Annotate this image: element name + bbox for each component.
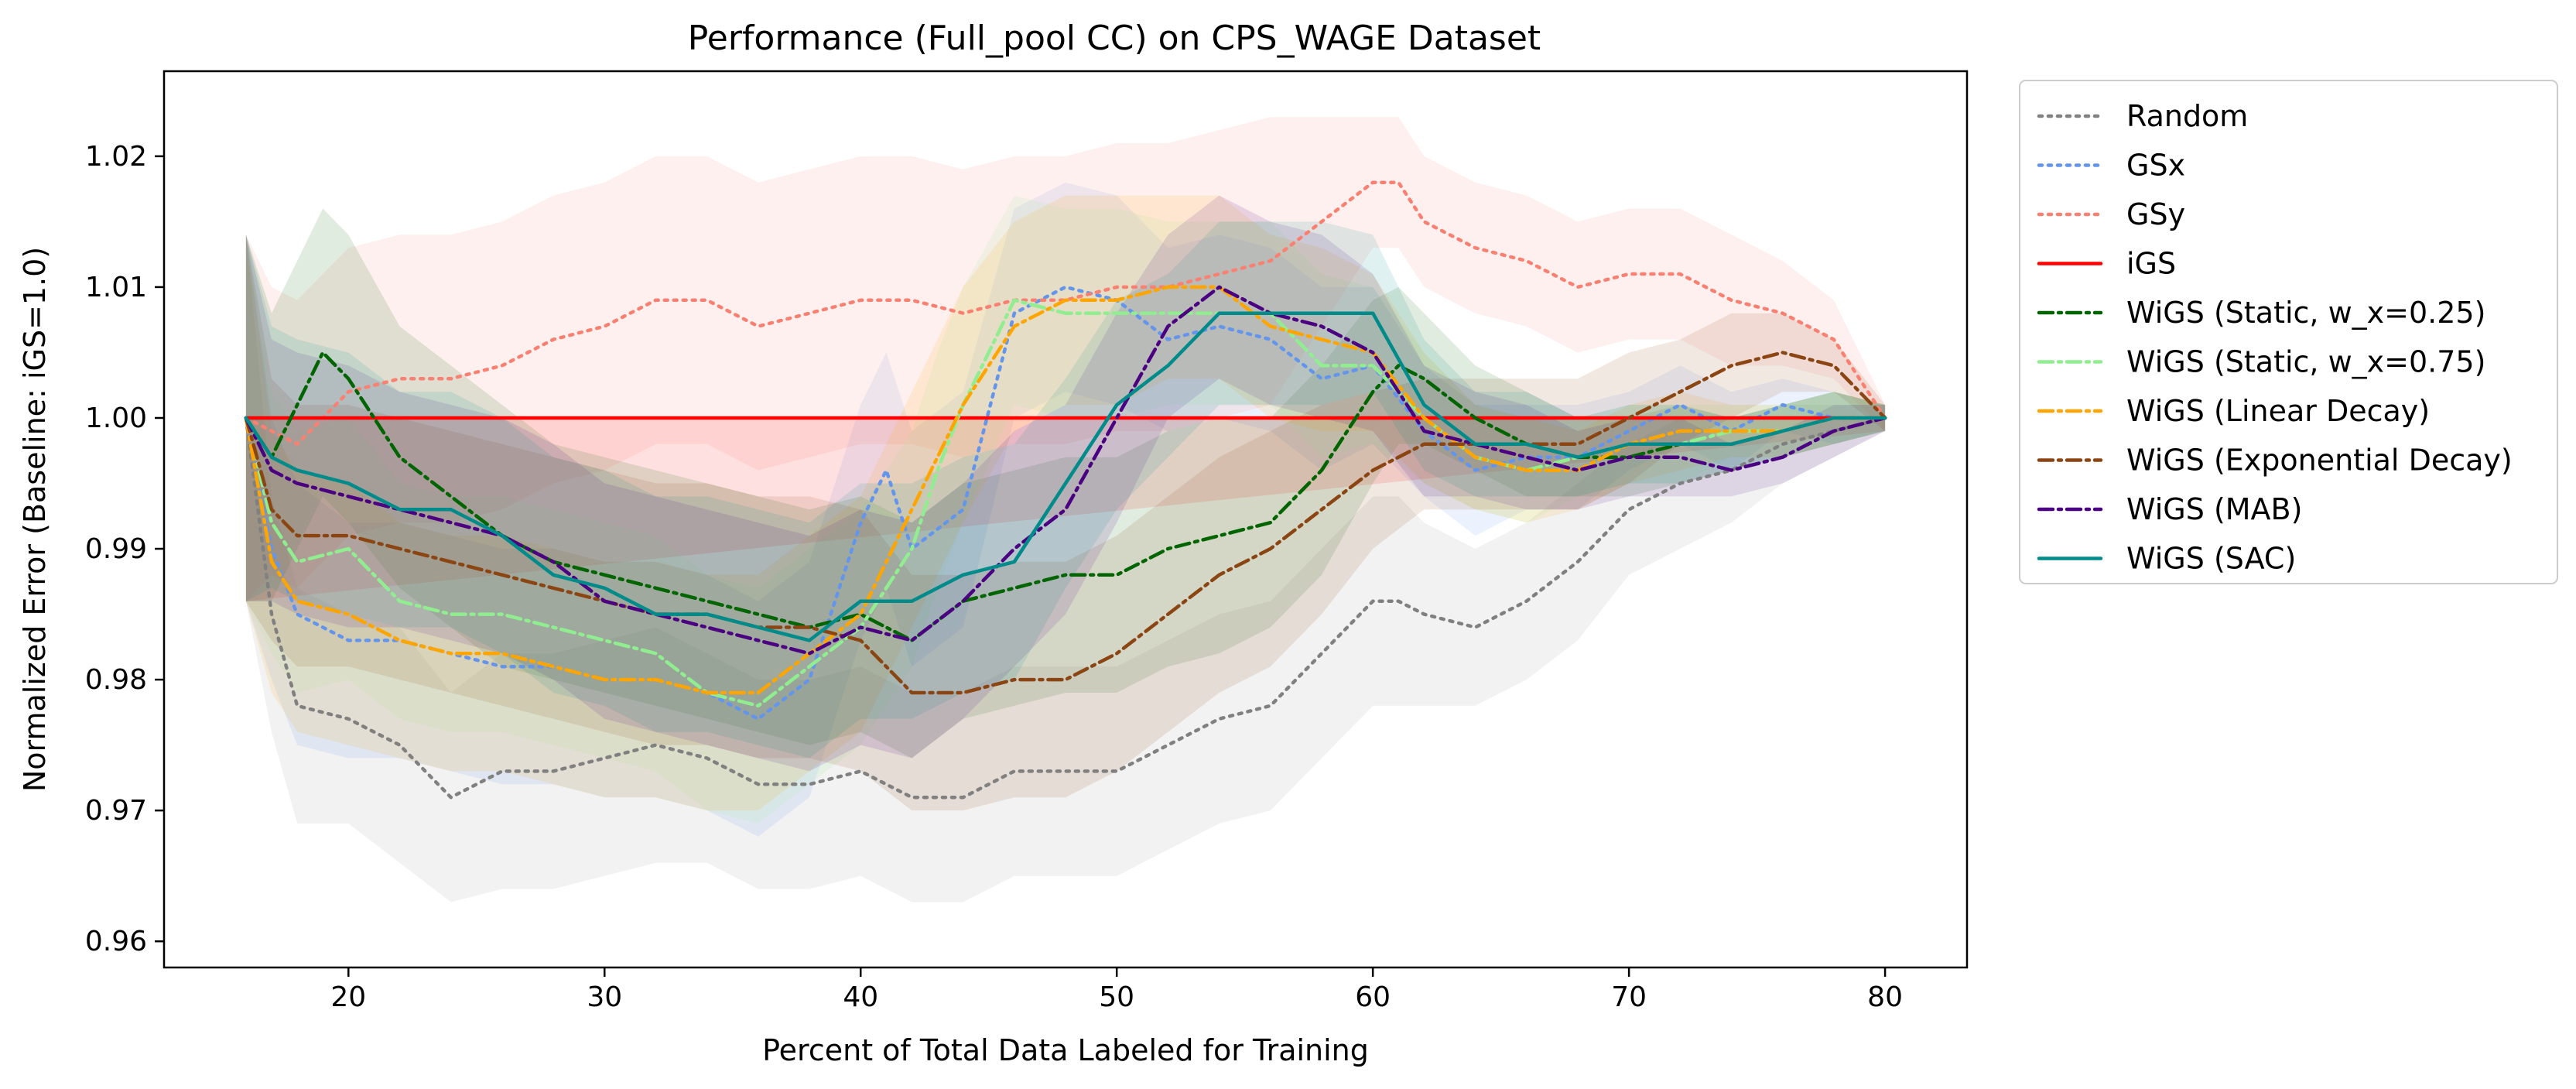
y-tick-label: 1.01 [85, 272, 147, 303]
x-axis: 20 30 40 50 60 70 80 [330, 967, 1903, 1013]
legend-label: WiGS (Static, w_x=0.25) [2126, 296, 2485, 330]
legend-label: WiGS (Linear Decay) [2126, 394, 2430, 428]
x-tick-label: 80 [1867, 981, 1903, 1013]
series-band [245, 182, 1886, 837]
legend-label: WiGS (Exponential Decay) [2126, 443, 2513, 478]
series-lines [244, 180, 1887, 800]
x-axis-label: Percent of Total Data Labeled for Traini… [762, 1033, 1369, 1067]
series-line [244, 416, 1887, 800]
y-tick-label: 1.00 [85, 402, 147, 434]
x-tick-label: 20 [330, 981, 366, 1013]
legend-label: WiGS (MAB) [2126, 492, 2302, 526]
legend: Random GSx GSy iGS WiGS (Static, w_x=0.25) Wi… [2019, 80, 2558, 584]
y-tick-label: 1.02 [85, 141, 147, 173]
x-tick-label: 30 [587, 981, 622, 1013]
x-tick-label: 60 [1355, 981, 1391, 1013]
legend-label: WiGS (SAC) [2126, 542, 2296, 576]
series-band [245, 235, 1886, 902]
series-line [244, 285, 1887, 656]
series-band [245, 418, 1886, 601]
series-band [245, 117, 1886, 601]
series-line [244, 285, 1887, 695]
series-line [244, 351, 1887, 642]
x-tick-label: 40 [843, 981, 878, 1013]
series-band [245, 221, 1886, 759]
y-tick-label: 0.97 [85, 795, 147, 827]
x-tick-label: 70 [1611, 981, 1647, 1013]
legend-label: GSy [2126, 197, 2185, 231]
legend-label: WiGS (Static, w_x=0.75) [2126, 345, 2485, 379]
series-line [244, 285, 1887, 721]
series-line [244, 311, 1887, 642]
plot-frame [162, 70, 1969, 969]
y-axis-label: Normalized Error (Baseline: iGS=1.0) [18, 247, 52, 792]
chart-title: Performance (Full_pool CC) on CPS_WAGE D… [688, 19, 1541, 58]
legend-frame [2019, 80, 2558, 584]
series-line [244, 351, 1887, 695]
y-tick-label: 0.98 [85, 664, 147, 696]
y-tick-label: 0.99 [85, 533, 147, 565]
legend-label: iGS [2126, 247, 2176, 281]
series-band [245, 235, 1886, 811]
legend-label: Random [2126, 99, 2248, 133]
x-tick-label: 50 [1099, 981, 1134, 1013]
legend-label: GSx [2126, 149, 2185, 183]
series-band [245, 195, 1886, 811]
series-line [244, 180, 1887, 447]
series-band [245, 195, 1886, 824]
y-tick-label: 0.96 [85, 926, 147, 957]
y-axis: 0.96 0.97 0.98 0.99 1.00 1.01 1.02 [85, 141, 164, 957]
